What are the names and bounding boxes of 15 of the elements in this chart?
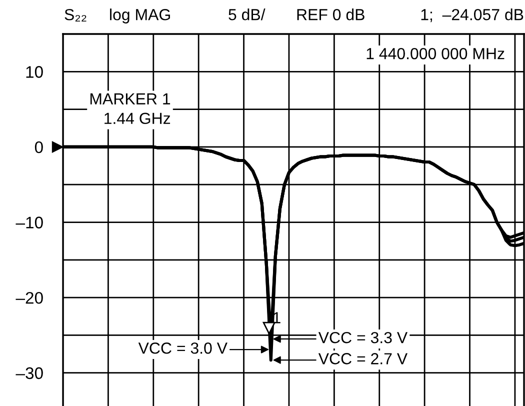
annotation: 1 440.000 000 MHz (366, 48, 504, 60)
chart-title: S₂₂ (64, 8, 86, 22)
y-tick-label: 0 (34, 141, 43, 154)
text: log MAG (110, 8, 170, 24)
y-tick-label: 10 (26, 66, 43, 78)
text: VCC = 3.0 V (138, 342, 228, 354)
legend-label: VCC = 3.3 V (318, 332, 408, 344)
text: 5 dB/ (228, 8, 266, 20)
y-tick-label: –30 (16, 367, 43, 380)
text: 1; –24.057 dB (421, 8, 524, 22)
legend-label: VCC = 2.7 V (318, 353, 408, 364)
y-tick-label: –20 (16, 292, 43, 304)
text: REF 0 dB (297, 8, 364, 20)
annotation: MARKER 1 1.44 GHz (90, 93, 170, 124)
y-tick-label: –10 (16, 216, 43, 228)
